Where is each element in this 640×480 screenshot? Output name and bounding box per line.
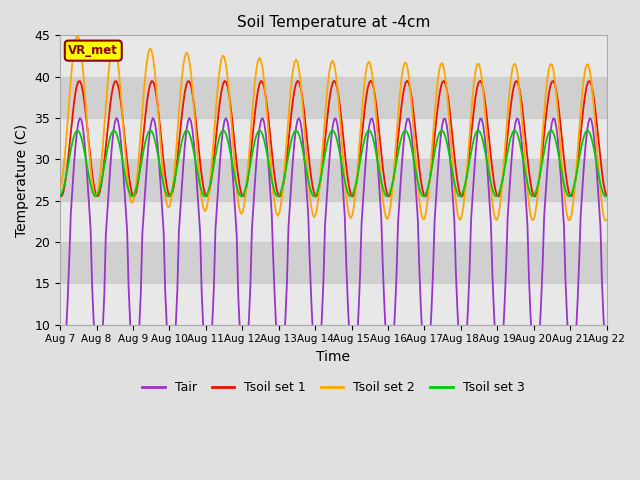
Title: Soil Temperature at -4cm: Soil Temperature at -4cm [237,15,430,30]
Tair [603,361,611,367]
Line: Tsoil set 1: Tsoil set 1 [60,81,607,196]
Tsoil set 2 [297,80,305,86]
Y-axis label: Temperature (C): Temperature (C) [15,123,29,237]
Tsoil set 2 [73,33,81,39]
Tsoil set 3 [603,193,611,199]
Tsoil set 2 [601,217,609,223]
Bar [60,201,607,242]
Tsoil set 3 [56,193,64,199]
Line: Tair: Tair [60,118,607,372]
Line: Tsoil set 3: Tsoil set 3 [60,131,607,196]
Tsoil set 1 [385,193,393,199]
Tsoil set 2 [56,184,64,190]
X-axis label: Time: Time [316,350,350,364]
Tsoil set 3 [237,193,245,199]
Tsoil set 3 [124,182,131,188]
Tair [241,370,248,375]
Bar [60,118,607,159]
Tsoil set 2 [574,149,582,155]
Tsoil set 2 [603,217,611,223]
Tair [250,203,257,208]
Bar [60,77,607,118]
Tair [168,370,175,375]
Tsoil set 2 [239,209,246,215]
Bar [60,242,607,283]
Tsoil set 3 [246,161,254,167]
Tsoil set 2 [125,186,132,192]
Bar [60,159,607,201]
Tsoil set 1 [295,79,303,85]
Legend: Tair, Tsoil set 1, Tsoil set 2, Tsoil set 3: Tair, Tsoil set 1, Tsoil set 2, Tsoil se… [137,376,529,399]
Tsoil set 2 [221,55,228,61]
Tair [298,130,306,136]
Tsoil set 1 [367,78,374,84]
Tair [575,259,583,264]
Tsoil set 3 [274,193,282,199]
Tair [149,115,157,121]
Bar [60,36,607,77]
Tsoil set 2 [248,114,256,120]
Tsoil set 1 [56,193,64,199]
Tsoil set 1 [237,191,245,196]
Tsoil set 1 [124,158,131,164]
Tair [222,115,230,121]
Tsoil set 3 [298,144,306,150]
Tsoil set 1 [246,155,254,160]
Tair [124,228,131,233]
Bar [60,283,607,324]
Line: Tsoil set 2: Tsoil set 2 [60,36,607,220]
Tsoil set 3 [219,128,227,133]
Text: VR_met: VR_met [68,44,118,57]
Tsoil set 3 [575,156,583,162]
Tair [56,361,64,367]
Tsoil set 1 [219,81,227,87]
Tsoil set 1 [575,145,583,151]
Tsoil set 1 [603,193,611,199]
Tsoil set 3 [292,128,300,133]
